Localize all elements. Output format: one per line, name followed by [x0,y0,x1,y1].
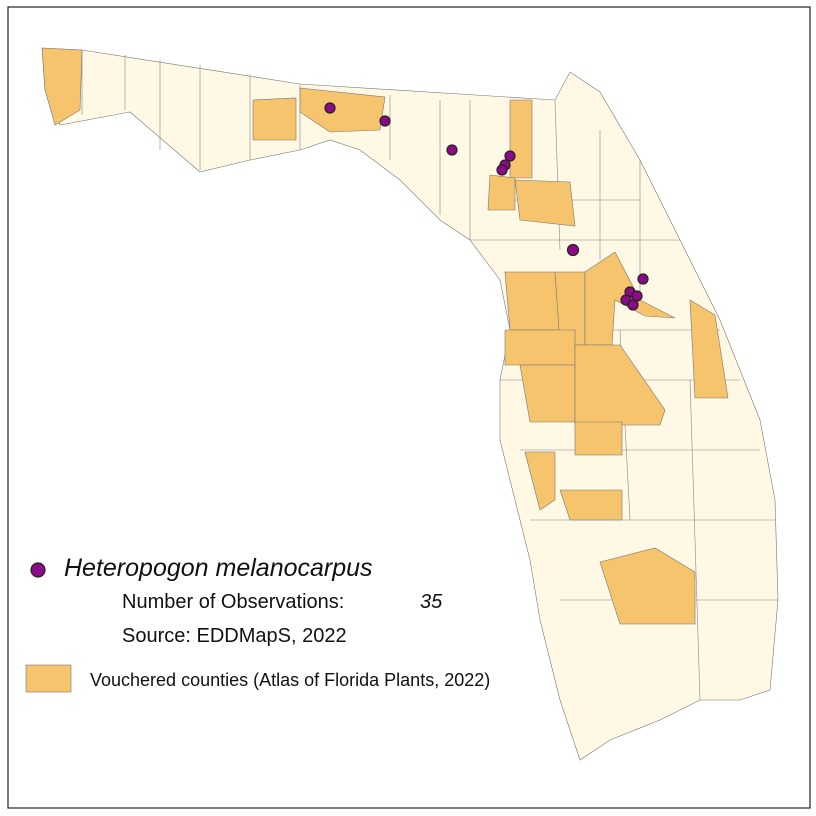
observation-point [627,299,639,311]
vouchered-county [599,547,696,625]
observation-point [496,164,508,176]
legend-county-swatch [25,664,72,693]
vouchered-county [487,174,516,211]
vouchered-county [509,99,533,179]
observation-points [324,102,649,311]
vouchered-county [514,179,576,227]
vouchered-county [504,271,561,331]
legend-point-symbol [30,562,46,578]
vouchered-county [504,329,576,366]
vouchered-county [524,451,556,511]
vouchered-county [559,489,623,521]
observation-point [446,144,458,156]
source: Source: EDDMapS, 2022 [122,625,347,647]
observation-point [504,150,516,162]
observations-label: Number of Observations: [122,591,344,613]
vouchered-county [41,47,83,126]
observation-point [566,243,580,257]
legend: Heteropogon melanocarpus Number of Obser… [25,554,490,693]
observation-point [324,102,336,114]
vouchered-county [519,364,576,423]
observation-point [637,273,649,285]
vouchered-county [574,421,623,456]
observations-count: 35 [420,591,443,613]
vouchered-county [252,97,297,141]
species-name: Heteropogon melanocarpus [64,554,373,582]
observation-point [379,115,391,127]
observation-point [631,290,643,302]
florida-outline [41,47,779,761]
vouchered-county [689,299,729,399]
vouchered-county [299,87,386,133]
vouchered-county [574,344,666,426]
vouchered-label: Vouchered counties (Atlas of Florida Pla… [90,670,490,690]
